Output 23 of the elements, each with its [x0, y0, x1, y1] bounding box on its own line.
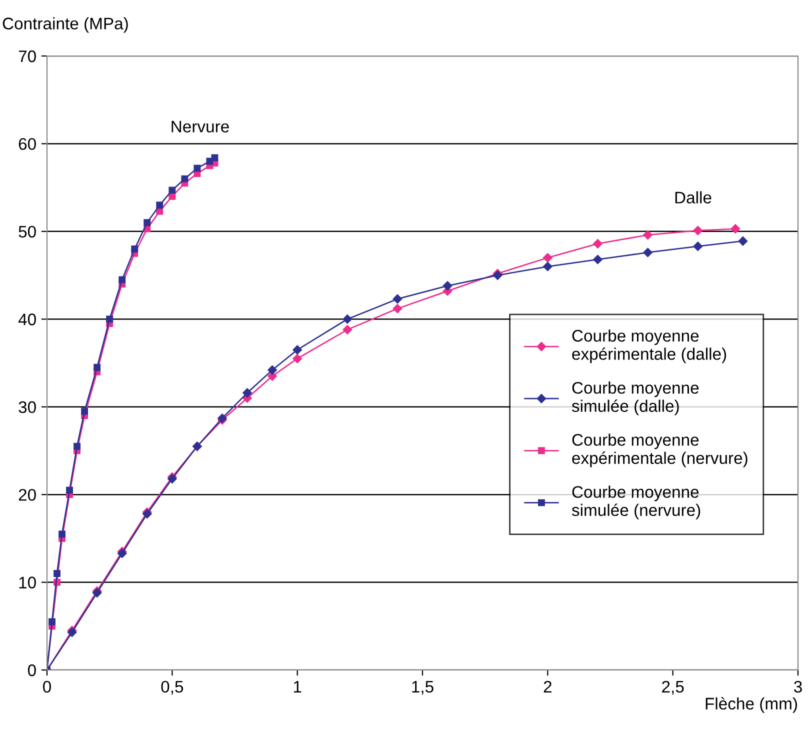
x-tick-label: 2,5: [662, 680, 684, 695]
x-tick-label: 1: [294, 681, 302, 692]
y-axis-title: Contrainte (MPa): [2, 17, 128, 33]
y-tick-label: 30: [18, 401, 36, 414]
y-tick-label: 0: [28, 664, 36, 676]
legend-label: Courbe moyenne simulée (nervure): [572, 486, 700, 520]
y-tick-label: 70: [18, 50, 36, 62]
y-tick-label: 40: [18, 314, 36, 326]
legend-label: Courbe moyenne expérimentale (nervure): [572, 434, 748, 468]
annotation: Dalle: [675, 191, 712, 204]
y-tick-label: 20: [18, 488, 36, 501]
y-tick-label: 50: [18, 226, 36, 238]
x-tick-label: 3: [794, 680, 802, 693]
x-tick-label: 1,5: [412, 681, 434, 695]
x-axis-title: Flèche (mm): [706, 697, 797, 713]
legend-label: Courbe moyenne simulée (dalle): [572, 382, 699, 416]
x-tick-label: 2: [544, 680, 552, 692]
annotation: Nervure: [172, 120, 229, 132]
y-tick-label: 60: [18, 138, 36, 150]
x-tick-label: 0: [43, 680, 51, 693]
x-tick-label: 0,5: [161, 680, 184, 695]
y-tick-label: 10: [19, 576, 36, 588]
legend-label: Courbe moyenne expérimentale (dalle): [572, 329, 726, 364]
